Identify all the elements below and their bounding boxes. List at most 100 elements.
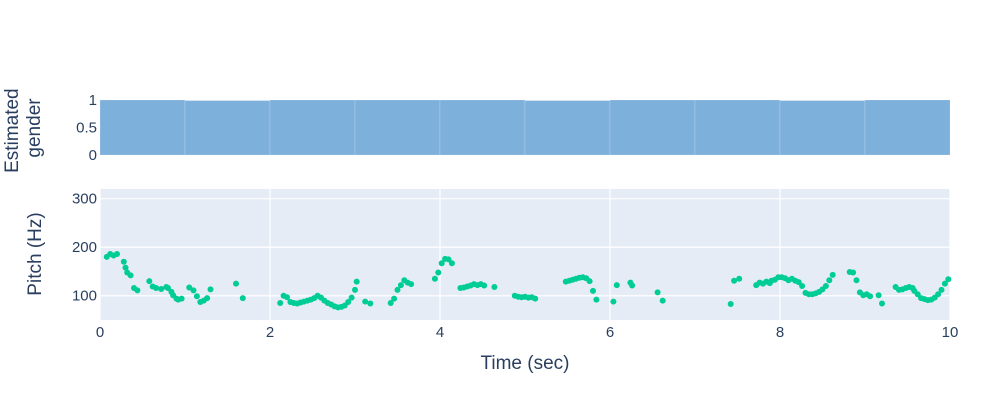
gender-bar-4	[439, 99, 526, 156]
pitch-point	[795, 279, 802, 286]
time-x-tick-label: 2	[266, 324, 274, 341]
time-x-tick-label: 8	[776, 324, 784, 341]
pitch-y-tick-label: 300	[72, 191, 97, 208]
pitch-point	[120, 258, 127, 265]
pitch-point	[146, 278, 153, 285]
pitch-subplot: 100 200 300 0 2 4 6 8 10 Pitch (Hz) Time (sec)	[25, 189, 958, 374]
pitch-point	[178, 295, 185, 302]
pitch-point	[448, 260, 455, 267]
pitch-point	[122, 264, 129, 271]
pitch-point	[204, 295, 211, 302]
time-x-tick-label: 0	[96, 324, 104, 341]
pitch-point	[277, 300, 284, 307]
pitch-point	[348, 294, 355, 301]
pitch-point	[438, 260, 445, 267]
pitch-point	[165, 284, 171, 291]
gender-subplot: 00.51 Estimated gender	[2, 83, 951, 173]
gender-bar-9	[864, 99, 951, 156]
pitch-point	[610, 298, 617, 305]
time-x-tick-label: 4	[436, 324, 444, 341]
pitch-point	[114, 251, 120, 258]
pitch-point	[935, 291, 942, 298]
gender-bar-2	[269, 99, 356, 156]
pitch-point	[875, 292, 882, 299]
pitch-point	[387, 300, 394, 307]
pitch-point	[659, 297, 666, 304]
gender-bar-8	[779, 100, 866, 156]
pitch-point	[394, 286, 401, 293]
pitch-point	[945, 276, 952, 283]
time-x-ticks: 0 2 4 6 8 10	[96, 324, 959, 341]
gender-bar-1	[184, 100, 271, 156]
gender-bar-6	[609, 99, 696, 156]
pitch-point	[629, 282, 636, 289]
gender-axis-title-line-1: Estimated	[2, 88, 23, 172]
pitch-points	[103, 251, 952, 311]
pitch-point	[822, 283, 829, 290]
time-axis-title: Time (sec)	[480, 353, 569, 374]
gender-bar-5	[524, 100, 611, 156]
pitch-point	[134, 287, 141, 294]
pitch-y-ticks: 100 200 300	[72, 191, 97, 305]
pitch-point	[481, 282, 488, 289]
pitch-point	[853, 277, 860, 284]
gender-bar-3	[354, 99, 441, 156]
pitch-point	[829, 271, 836, 278]
pitch-point	[239, 295, 246, 302]
gender-bar-0	[99, 99, 186, 156]
pitch-point	[435, 269, 442, 276]
pitch-axis-title: Pitch (Hz)	[25, 212, 46, 295]
pitch-point	[491, 284, 498, 291]
pitch-point	[867, 293, 874, 300]
pitch-point	[391, 295, 398, 302]
pitch-point	[736, 275, 743, 282]
pitch-point	[431, 275, 438, 282]
pitch-point	[914, 291, 921, 298]
pitch-point	[408, 281, 415, 288]
gender-bars	[99, 99, 951, 156]
pitch-point	[127, 272, 134, 279]
gender-y-tick-label: 0.5	[76, 120, 97, 137]
pitch-point	[153, 284, 160, 291]
gender-axis-title: Estimated gender	[2, 83, 45, 173]
pitch-point	[397, 282, 404, 289]
pitch-point	[532, 295, 539, 302]
pitch-plot-background	[100, 189, 950, 320]
pitch-point	[352, 286, 358, 293]
pitch-point	[731, 277, 738, 284]
pitch-point	[727, 300, 734, 307]
pitch-point	[353, 278, 360, 285]
pitch-point	[207, 286, 214, 293]
pitch-point	[445, 256, 452, 263]
gender-y-ticks: 00.51	[76, 92, 97, 164]
pitch-point	[362, 298, 369, 305]
pitch-point	[613, 282, 620, 289]
gender-bar-7	[694, 99, 781, 156]
gender-axis-title-line-2: gender	[24, 98, 45, 158]
pitch-point	[938, 286, 945, 293]
pitch-point	[850, 269, 857, 276]
gender-y-tick-label: 1	[89, 92, 97, 109]
gender-y-tick-label: 0	[89, 147, 97, 164]
pitch-point	[158, 285, 165, 292]
pitch-point	[190, 287, 197, 294]
pitch-point	[941, 280, 948, 287]
pitch-point	[233, 280, 239, 287]
pitch-point	[654, 289, 661, 296]
pitch-point	[826, 277, 833, 284]
time-x-tick-label: 10	[942, 324, 959, 341]
pitch-point	[590, 287, 596, 294]
pitch-point	[367, 300, 374, 307]
pitch-y-tick-label: 200	[72, 239, 97, 256]
pitch-point	[345, 299, 352, 306]
pitch-point	[879, 300, 885, 307]
pitch-point	[799, 283, 806, 290]
pitch-point	[193, 293, 200, 300]
pitch-y-tick-label: 100	[72, 288, 97, 305]
pitch-point	[593, 296, 600, 303]
time-x-tick-label: 6	[606, 324, 614, 341]
pitch-point	[284, 294, 290, 301]
pitch-point	[186, 284, 193, 291]
pitch-point	[586, 278, 593, 285]
